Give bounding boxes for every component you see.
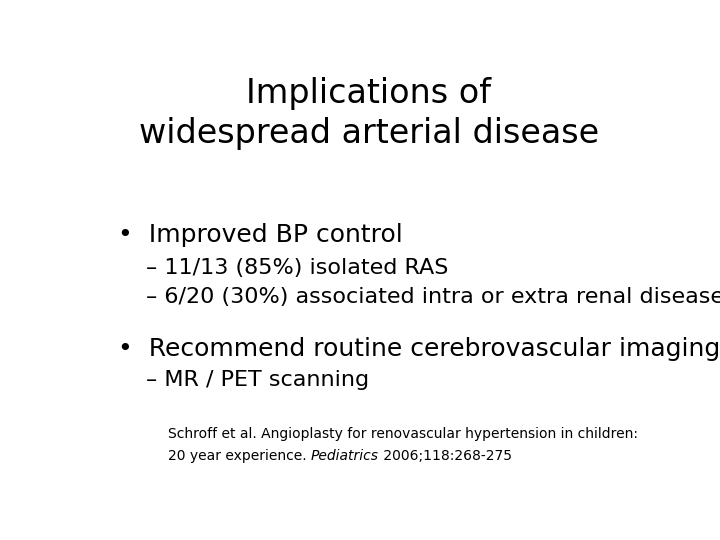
Text: Schroff et al. Angioplasty for renovascular hypertension in children:: Schroff et al. Angioplasty for renovascu… xyxy=(168,427,638,441)
Text: •  Recommend routine cerebrovascular imaging: • Recommend routine cerebrovascular imag… xyxy=(118,337,720,361)
Text: •  Improved BP control: • Improved BP control xyxy=(118,223,402,247)
Text: – 11/13 (85%) isolated RAS: – 11/13 (85%) isolated RAS xyxy=(145,258,448,278)
Text: – 6/20 (30%) associated intra or extra renal disease: – 6/20 (30%) associated intra or extra r… xyxy=(145,287,720,307)
Text: 2006;118:268-275: 2006;118:268-275 xyxy=(379,449,512,463)
Text: Pediatrics: Pediatrics xyxy=(311,449,379,463)
Text: – MR / PET scanning: – MR / PET scanning xyxy=(145,370,369,390)
Text: 20 year experience.: 20 year experience. xyxy=(168,449,311,463)
Text: Implications of
widespread arterial disease: Implications of widespread arterial dise… xyxy=(139,77,599,150)
